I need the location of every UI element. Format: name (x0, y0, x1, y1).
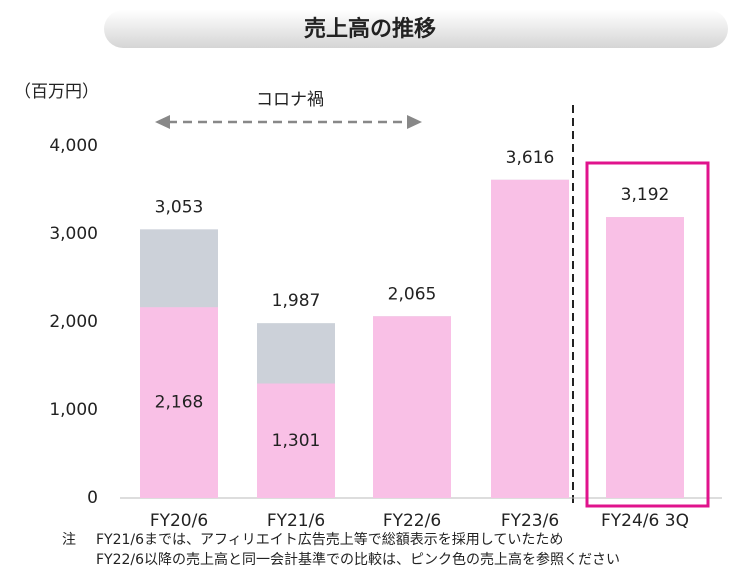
note-marker: 注 (62, 532, 76, 548)
x-tick-label: FY23/6 (501, 511, 559, 531)
bar (491, 179, 569, 499)
highlight-box (585, 161, 710, 508)
data-label: 3,053 (155, 197, 204, 217)
data-label: 2,168 (155, 393, 204, 413)
data-label: 3,616 (506, 148, 555, 168)
y-tick-label: 4,000 (49, 136, 98, 156)
x-tick-label: FY22/6 (383, 511, 441, 531)
data-label: 2,065 (388, 284, 437, 304)
y-tick-label: 2,000 (49, 312, 98, 332)
chart-title: 売上高の推移 (304, 16, 436, 42)
unit-label: （百万円） (14, 82, 99, 102)
x-tick-label: FY20/6 (150, 511, 208, 531)
data-label: 1,301 (272, 431, 321, 451)
data-label: 3,192 (621, 185, 670, 205)
y-tick-label: 0 (87, 488, 98, 508)
bar (140, 307, 218, 498)
note: FY22/6以降の売上高と同一会計基準での比較は、ピンク色の売上高を参照ください (96, 551, 620, 568)
x-tick-label: FY21/6 (267, 511, 325, 531)
annotation: コロナ禍 (256, 90, 324, 110)
title-banner (104, 10, 728, 48)
annotation-arrow (155, 115, 422, 129)
y-tick-label: 3,000 (49, 224, 98, 244)
bar (257, 383, 335, 498)
data-label: 1,987 (272, 291, 321, 311)
note: FY21/6までは、アフィリエイト広告売上等で総額表示を採用していたため (96, 531, 563, 548)
bar (606, 217, 684, 498)
x-tick-label: FY24/6 3Q (601, 511, 689, 531)
bar (373, 316, 451, 498)
y-tick-label: 1,000 (49, 400, 98, 420)
